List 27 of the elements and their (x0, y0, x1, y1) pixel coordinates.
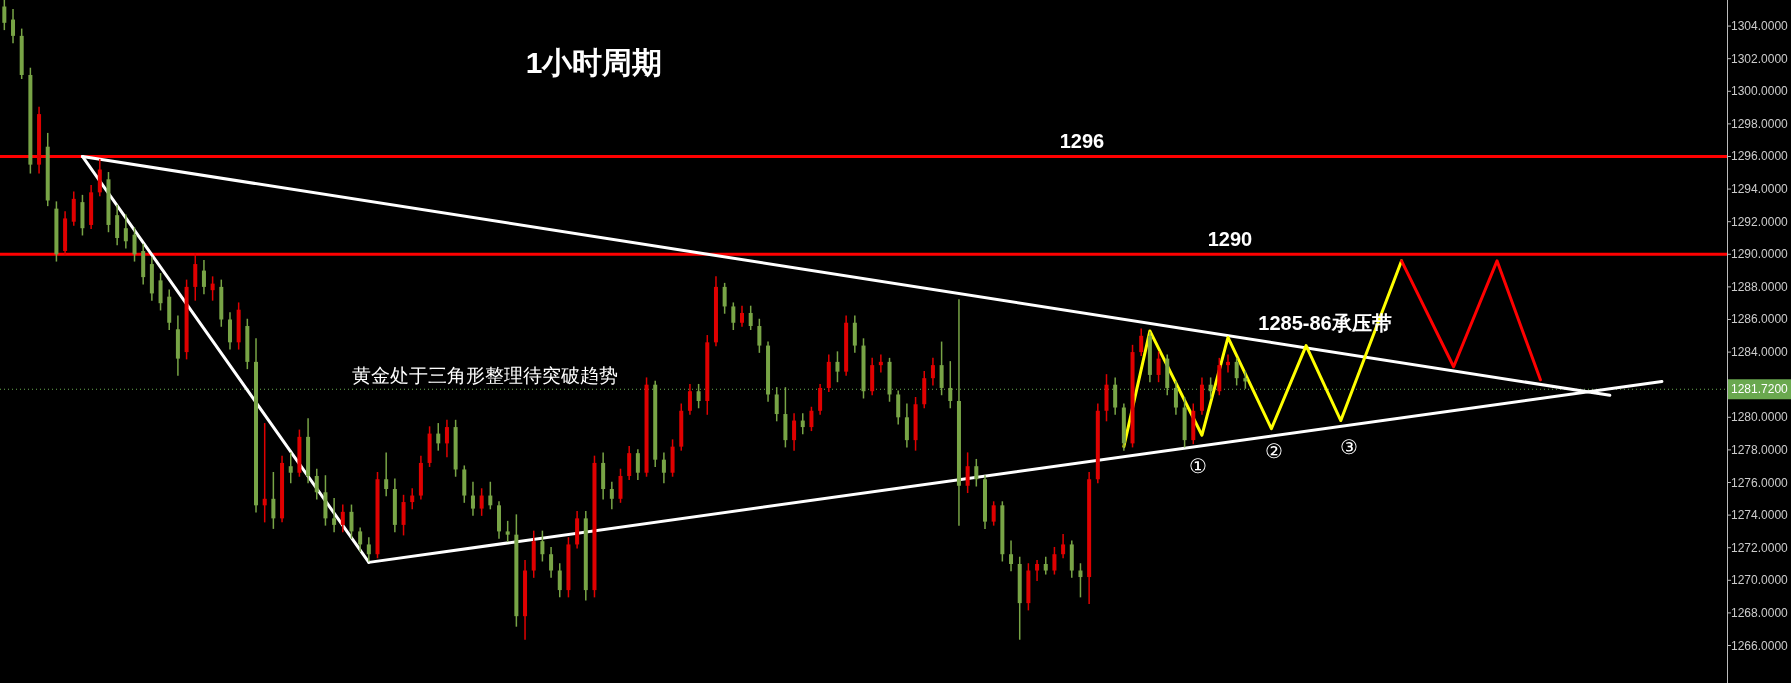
y-tick-label: 1274.0000 (1731, 508, 1789, 523)
annotation: ③ (1340, 436, 1358, 458)
y-tick-label: 1266.0000 (1731, 638, 1789, 653)
y-tick-label: 1268.0000 (1731, 605, 1789, 620)
annotation: ① (1189, 455, 1207, 477)
y-tick-label: 1270.0000 (1731, 573, 1789, 588)
annotation: 黄金处于三角形整理待突破趋势 (352, 365, 618, 386)
y-tick-label: 1300.0000 (1731, 84, 1789, 99)
y-tick-label: 1288.0000 (1731, 279, 1789, 294)
ref-line-label: 1296 (1059, 130, 1105, 153)
y-tick-label: 1272.0000 (1731, 540, 1789, 555)
text: 1小时周期 (525, 46, 663, 79)
ref-line-label: 1281.7200 (1731, 382, 1789, 397)
y-tick-label: 1276.0000 (1731, 475, 1789, 490)
y-tick-label: 1294.0000 (1731, 182, 1789, 197)
annotation: ② (1265, 440, 1283, 462)
ref-line-label: 1290 (1207, 228, 1253, 251)
y-tick-label: 1278.0000 (1731, 442, 1789, 457)
y-tick-label: 1284.0000 (1731, 345, 1789, 360)
y-tick-label: 1280.0000 (1731, 410, 1789, 425)
y-tick-label: 1304.0000 (1731, 19, 1789, 34)
y-tick-label: 1286.0000 (1731, 312, 1789, 327)
y-tick-label: 1296.0000 (1731, 149, 1789, 164)
y-tick-label: 1292.0000 (1731, 214, 1789, 229)
y-tick-label: 1290.0000 (1731, 247, 1789, 262)
y-tick-label: 1302.0000 (1731, 51, 1789, 66)
y-tick-label: 1298.0000 (1731, 116, 1789, 131)
